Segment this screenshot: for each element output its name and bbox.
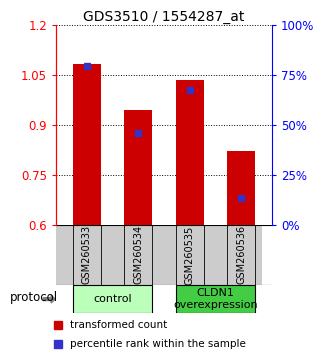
Text: percentile rank within the sample: percentile rank within the sample xyxy=(70,339,246,349)
Text: protocol: protocol xyxy=(10,291,58,304)
Title: GDS3510 / 1554287_at: GDS3510 / 1554287_at xyxy=(83,10,245,24)
Text: GSM260536: GSM260536 xyxy=(236,225,246,285)
Bar xyxy=(227,152,255,225)
Text: transformed count: transformed count xyxy=(70,320,168,330)
Bar xyxy=(73,64,101,225)
Text: GSM260535: GSM260535 xyxy=(185,225,195,285)
Bar xyxy=(73,285,152,313)
Bar xyxy=(227,225,255,285)
Text: GSM260534: GSM260534 xyxy=(133,225,143,285)
Bar xyxy=(124,110,152,225)
Bar xyxy=(176,285,255,313)
Bar xyxy=(176,80,204,225)
Bar xyxy=(124,225,152,285)
Text: CLDN1
overexpression: CLDN1 overexpression xyxy=(173,288,258,310)
Text: GSM260533: GSM260533 xyxy=(82,225,92,285)
Bar xyxy=(176,225,204,285)
Bar xyxy=(73,225,101,285)
Text: control: control xyxy=(93,294,132,304)
